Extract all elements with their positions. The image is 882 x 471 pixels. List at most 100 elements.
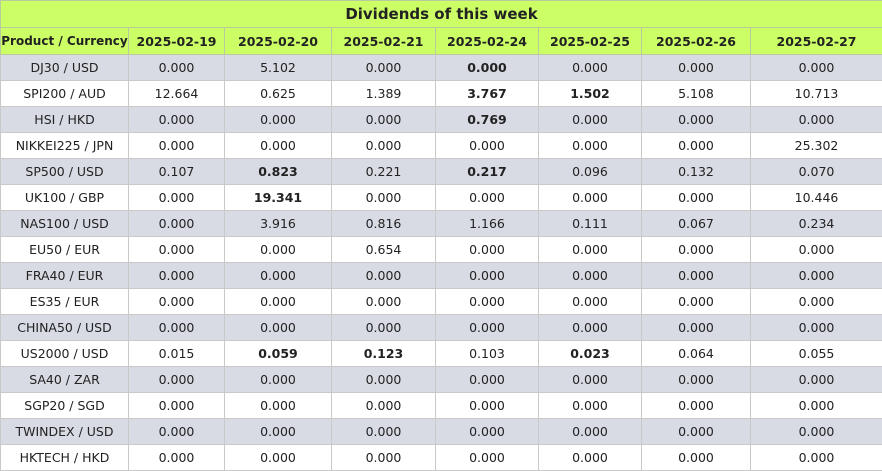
dividend-value-cell: 0.000 — [332, 289, 436, 315]
dividend-value-cell: 0.000 — [642, 445, 751, 471]
dividend-value-cell: 25.302 — [751, 133, 882, 159]
dividend-value-cell: 1.389 — [332, 81, 436, 107]
dividend-value-cell: 0.000 — [539, 133, 642, 159]
dividend-value-cell: 0.000 — [225, 237, 332, 263]
dividend-value-cell: 0.000 — [751, 419, 882, 445]
product-cell: TWINDEX / USD — [1, 419, 129, 445]
dividend-value-cell: 3.916 — [225, 211, 332, 237]
dividend-value-cell: 0.000 — [539, 237, 642, 263]
dividend-value-cell: 0.000 — [642, 393, 751, 419]
dividend-value-cell: 0.000 — [436, 185, 539, 211]
dividend-value-cell: 0.070 — [751, 159, 882, 185]
dividend-value-cell: 0.123 — [332, 341, 436, 367]
dividend-value-cell: 0.000 — [539, 315, 642, 341]
product-cell: FRA40 / EUR — [1, 263, 129, 289]
dividend-value-cell: 0.000 — [332, 55, 436, 81]
dividend-value-cell: 0.015 — [129, 341, 225, 367]
dividend-value-cell: 0.132 — [642, 159, 751, 185]
dividend-value-cell: 0.000 — [436, 445, 539, 471]
dividend-value-cell: 0.000 — [642, 419, 751, 445]
product-cell: UK100 / GBP — [1, 185, 129, 211]
dividend-value-cell: 0.000 — [436, 263, 539, 289]
dividend-value-cell: 0.096 — [539, 159, 642, 185]
dividend-value-cell: 0.000 — [225, 133, 332, 159]
dividend-value-cell: 0.000 — [642, 185, 751, 211]
dividend-value-cell: 0.000 — [129, 185, 225, 211]
dividend-value-cell: 0.000 — [751, 237, 882, 263]
product-cell: CHINA50 / USD — [1, 315, 129, 341]
dividend-value-cell: 0.000 — [332, 367, 436, 393]
dividend-value-cell: 0.000 — [225, 445, 332, 471]
dividend-value-cell: 0.000 — [129, 367, 225, 393]
dividend-value-cell: 0.654 — [332, 237, 436, 263]
dividend-value-cell: 0.000 — [539, 185, 642, 211]
product-cell: SA40 / ZAR — [1, 367, 129, 393]
dividend-value-cell: 0.816 — [332, 211, 436, 237]
dividend-value-cell: 0.055 — [751, 341, 882, 367]
dividend-value-cell: 0.064 — [642, 341, 751, 367]
dividend-value-cell: 0.823 — [225, 159, 332, 185]
header-date: 2025-02-27 — [751, 28, 882, 55]
dividend-value-cell: 0.111 — [539, 211, 642, 237]
dividend-value-cell: 0.000 — [642, 289, 751, 315]
dividend-value-cell: 0.107 — [129, 159, 225, 185]
dividend-value-cell: 0.000 — [225, 393, 332, 419]
product-cell: SGP20 / SGD — [1, 393, 129, 419]
product-cell: NIKKEI225 / JPN — [1, 133, 129, 159]
dividend-value-cell: 0.000 — [436, 237, 539, 263]
header-date: 2025-02-21 — [332, 28, 436, 55]
dividend-value-cell: 0.217 — [436, 159, 539, 185]
dividend-value-cell: 0.221 — [332, 159, 436, 185]
dividend-value-cell: 0.769 — [436, 107, 539, 133]
dividend-value-cell: 0.000 — [332, 419, 436, 445]
dividend-value-cell: 0.000 — [436, 289, 539, 315]
dividend-value-cell: 0.000 — [332, 133, 436, 159]
dividend-value-cell: 5.108 — [642, 81, 751, 107]
dividend-value-cell: 1.502 — [539, 81, 642, 107]
dividend-value-cell: 0.000 — [539, 263, 642, 289]
dividend-value-cell: 0.000 — [225, 107, 332, 133]
dividend-value-cell: 3.767 — [436, 81, 539, 107]
dividend-value-cell: 0.000 — [225, 289, 332, 315]
product-cell: US2000 / USD — [1, 341, 129, 367]
dividend-value-cell: 0.000 — [539, 289, 642, 315]
dividend-value-cell: 0.000 — [332, 393, 436, 419]
dividend-value-cell: 0.000 — [129, 289, 225, 315]
dividend-value-cell: 0.625 — [225, 81, 332, 107]
dividend-value-cell: 0.000 — [539, 107, 642, 133]
dividend-value-cell: 12.664 — [129, 81, 225, 107]
dividend-value-cell: 10.713 — [751, 81, 882, 107]
dividend-value-cell: 0.000 — [539, 55, 642, 81]
dividend-value-cell: 0.000 — [539, 367, 642, 393]
dividend-value-cell: 0.000 — [332, 263, 436, 289]
dividend-value-cell: 0.000 — [129, 107, 225, 133]
dividend-value-cell: 0.000 — [225, 263, 332, 289]
dividend-value-cell: 0.000 — [129, 133, 225, 159]
dividend-value-cell: 0.000 — [129, 211, 225, 237]
dividend-value-cell: 0.000 — [225, 419, 332, 445]
dividend-value-cell: 0.000 — [225, 315, 332, 341]
dividend-value-cell: 0.000 — [129, 263, 225, 289]
product-cell: HKTECH / HKD — [1, 445, 129, 471]
dividend-value-cell: 0.000 — [225, 367, 332, 393]
dividend-value-cell: 0.000 — [129, 419, 225, 445]
dividend-value-cell: 0.000 — [436, 367, 539, 393]
dividend-value-cell: 0.000 — [751, 289, 882, 315]
dividend-value-cell: 0.000 — [539, 445, 642, 471]
dividend-value-cell: 0.000 — [129, 393, 225, 419]
dividend-value-cell: 0.000 — [751, 263, 882, 289]
header-product-currency: Product / Currency — [1, 28, 129, 55]
